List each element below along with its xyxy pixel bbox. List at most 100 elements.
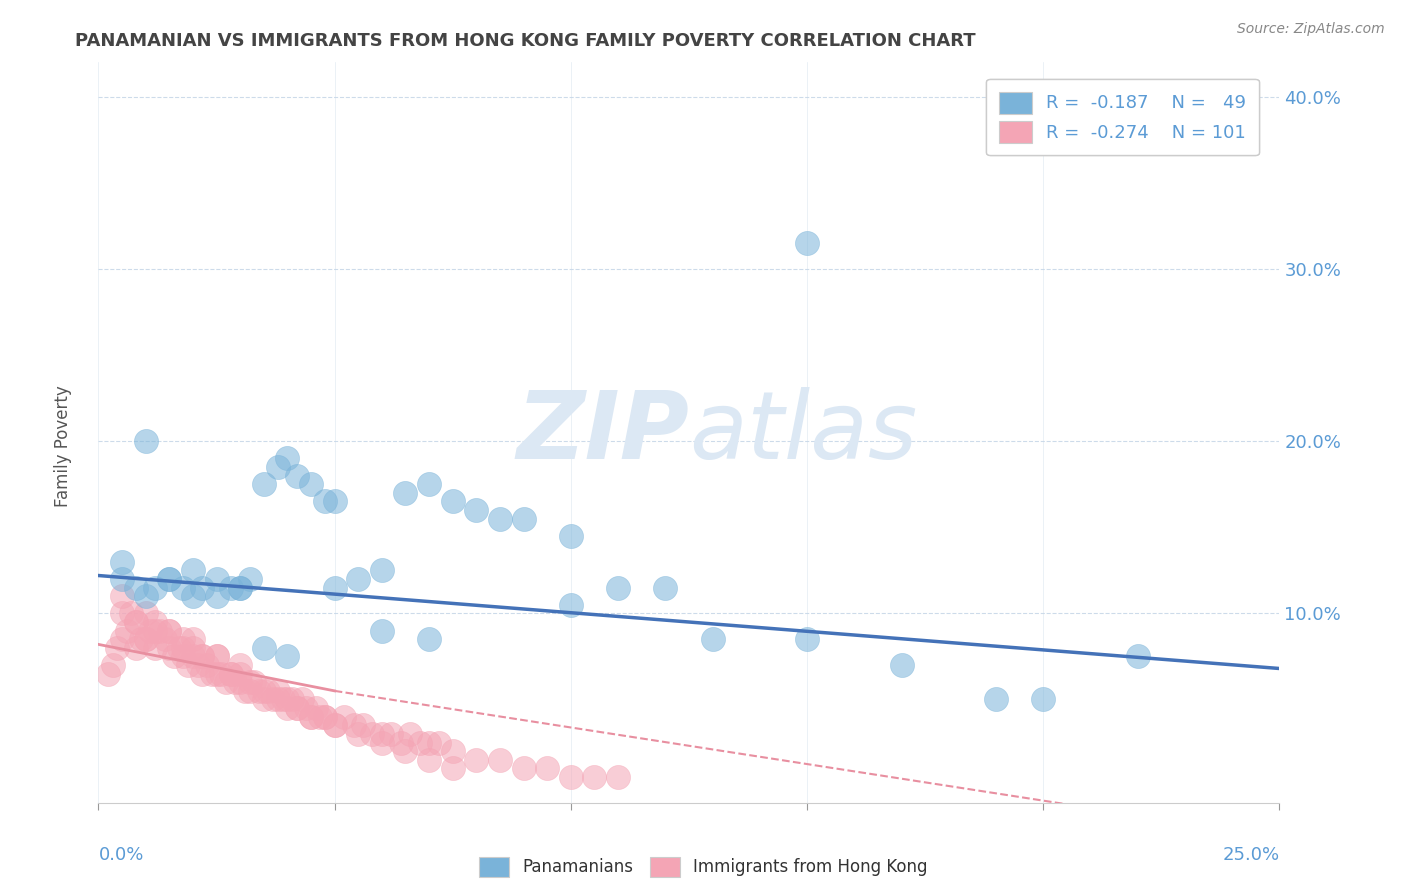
Point (299, 709, 322, 723)
Point (205, 589, 228, 603)
Point (371, 727, 394, 741)
Point (205, 572, 228, 586)
Point (181, 632, 204, 647)
Point (215, 675, 238, 690)
Point (229, 666, 252, 681)
Point (205, 666, 228, 681)
Point (607, 581, 630, 595)
Point (309, 709, 332, 723)
Point (229, 658, 252, 673)
Point (371, 624, 394, 638)
Point (371, 563, 394, 577)
Point (314, 709, 336, 723)
Text: Family Poverty: Family Poverty (55, 385, 72, 507)
Point (111, 589, 134, 603)
Point (465, 753, 488, 767)
Point (418, 735, 440, 749)
Point (201, 666, 224, 681)
Point (1032, 692, 1054, 706)
Point (352, 718, 374, 732)
Point (135, 434, 157, 449)
Point (489, 512, 512, 526)
Point (290, 692, 312, 706)
Point (323, 494, 346, 508)
Point (195, 658, 218, 673)
Point (285, 468, 308, 483)
Point (181, 589, 204, 603)
Point (305, 701, 328, 715)
Point (465, 503, 488, 517)
Point (143, 640, 166, 655)
Point (262, 692, 284, 706)
Point (323, 718, 346, 732)
Point (253, 684, 276, 698)
Point (399, 727, 422, 741)
Point (135, 632, 157, 647)
Point (276, 692, 298, 706)
Point (181, 563, 204, 577)
Point (295, 701, 318, 715)
Text: ZIP: ZIP (516, 386, 689, 479)
Point (111, 632, 134, 647)
Point (157, 624, 180, 638)
Point (323, 718, 346, 732)
Point (135, 589, 157, 603)
Point (323, 581, 346, 595)
Point (111, 607, 134, 621)
Point (111, 555, 134, 569)
Point (267, 460, 290, 475)
Point (418, 477, 440, 491)
Point (157, 624, 180, 638)
Point (257, 684, 280, 698)
Point (181, 640, 204, 655)
Point (394, 744, 416, 758)
Point (177, 658, 200, 673)
Point (536, 761, 558, 775)
Point (299, 477, 322, 491)
Point (111, 572, 134, 586)
Point (489, 753, 512, 767)
Point (427, 735, 450, 749)
Point (157, 640, 180, 655)
Point (276, 649, 298, 664)
Text: 0.0%: 0.0% (98, 846, 143, 863)
Text: PANAMANIAN VS IMMIGRANTS FROM HONG KONG FAMILY POVERTY CORRELATION CHART: PANAMANIAN VS IMMIGRANTS FROM HONG KONG … (75, 32, 976, 50)
Point (253, 692, 276, 706)
Point (205, 649, 228, 664)
Point (285, 701, 308, 715)
Point (441, 761, 464, 775)
Point (101, 658, 124, 673)
Point (105, 640, 128, 655)
Point (224, 675, 246, 690)
Point (314, 709, 336, 723)
Point (233, 684, 256, 698)
Point (380, 727, 402, 741)
Point (229, 581, 252, 595)
Point (157, 572, 180, 586)
Point (239, 675, 262, 690)
Point (121, 607, 143, 621)
Point (125, 581, 148, 595)
Point (125, 615, 148, 629)
Point (135, 632, 157, 647)
Point (418, 753, 440, 767)
Point (253, 477, 276, 491)
Point (394, 486, 416, 500)
Point (1126, 649, 1149, 664)
Point (219, 666, 242, 681)
Point (984, 692, 1007, 706)
Point (143, 581, 166, 595)
Point (347, 572, 370, 586)
Point (229, 581, 252, 595)
Point (167, 640, 190, 655)
Point (314, 494, 336, 508)
Point (187, 658, 209, 673)
Point (239, 684, 262, 698)
Point (143, 615, 166, 629)
Point (115, 624, 138, 638)
Point (796, 236, 818, 251)
Point (281, 692, 304, 706)
Point (276, 701, 298, 715)
Point (418, 632, 440, 647)
Point (191, 649, 214, 664)
